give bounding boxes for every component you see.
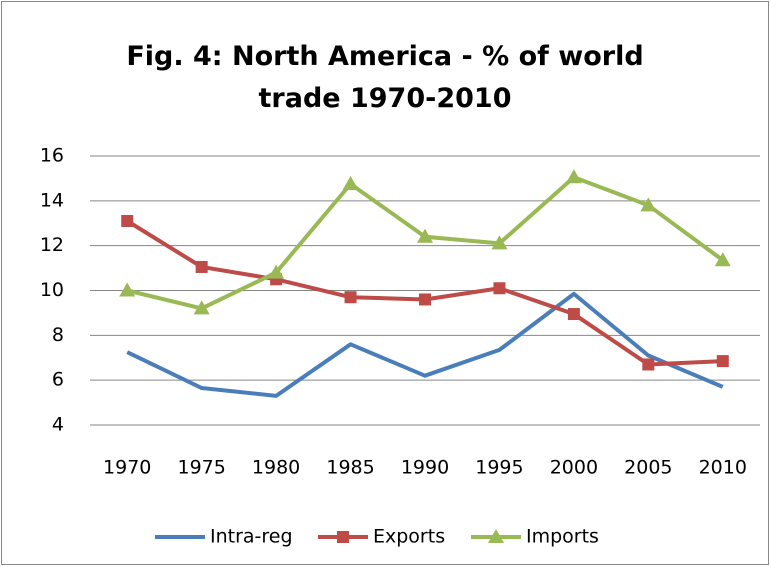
x-tick-label: 1990 — [401, 457, 449, 479]
x-tick-label: 1975 — [177, 457, 225, 479]
y-tick-label: 16 — [40, 145, 64, 167]
x-tick-label: 1970 — [103, 457, 151, 479]
point-marker — [419, 293, 431, 306]
point-marker — [716, 355, 729, 368]
legend-marker — [337, 531, 349, 543]
y-tick-label: 14 — [40, 189, 64, 211]
chart-title: Fig. 4: North America - % of world trade… — [126, 41, 644, 114]
x-tick-label: 2005 — [624, 457, 672, 479]
point-marker — [714, 252, 731, 267]
point-marker — [193, 300, 210, 315]
point-marker — [491, 235, 508, 250]
x-tick-label: 1995 — [475, 457, 523, 479]
x-tick-label: 2010 — [699, 457, 747, 479]
series-line — [126, 291, 724, 398]
legend-label: Intra-reg — [210, 526, 293, 548]
y-tick-label: 4 — [52, 414, 64, 436]
point-marker — [640, 197, 657, 212]
point-marker — [342, 176, 359, 191]
point-marker — [268, 264, 285, 279]
y-tick-label: 10 — [40, 279, 64, 301]
point-marker — [642, 358, 655, 371]
y-tick-label: 12 — [40, 234, 64, 256]
point-marker — [195, 260, 208, 273]
point-marker — [121, 215, 134, 228]
point-marker — [493, 282, 506, 295]
point-marker — [417, 228, 433, 243]
x-tick-label: 2000 — [550, 457, 598, 479]
y-tick-label: 8 — [52, 324, 64, 346]
legend-label: Imports — [526, 526, 599, 548]
legend-marker — [488, 529, 504, 543]
point-marker — [567, 308, 580, 321]
point-marker — [565, 169, 582, 184]
legend-label: Exports — [373, 526, 445, 548]
point-marker — [344, 291, 357, 304]
point-marker — [119, 282, 136, 297]
x-tick-label: 1985 — [326, 457, 374, 479]
y-tick-label: 6 — [52, 369, 64, 391]
x-tick-label: 1980 — [252, 457, 300, 479]
